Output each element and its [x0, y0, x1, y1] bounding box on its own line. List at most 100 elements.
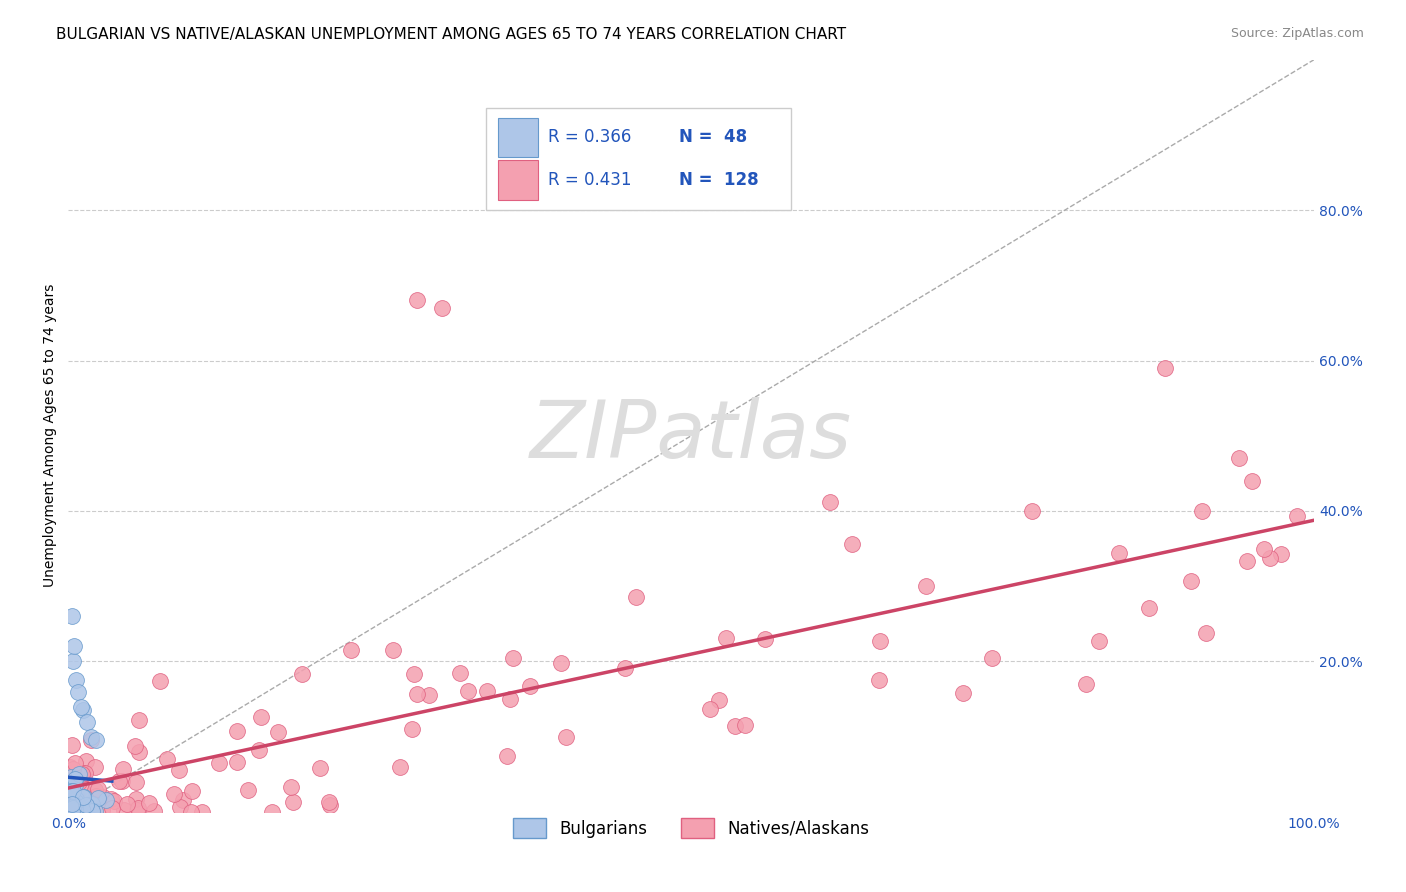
Point: [247, 743, 270, 757]
Point: [76, 714, 98, 729]
Point: [125, 803, 148, 817]
Point: [496, 749, 519, 764]
Point: [869, 634, 891, 648]
Point: [236, 783, 259, 797]
Point: [82, 797, 104, 811]
Point: [73, 798, 96, 813]
Point: [1180, 574, 1202, 588]
Point: [62, 655, 84, 669]
Point: [60, 786, 83, 800]
Point: [430, 301, 453, 315]
Point: [72, 703, 94, 717]
Point: [624, 590, 647, 604]
Point: [981, 650, 1004, 665]
Point: [406, 293, 429, 308]
Point: [59, 793, 82, 807]
Point: [449, 666, 471, 681]
Point: [84, 804, 107, 818]
Point: [707, 693, 730, 707]
Point: [66, 804, 89, 818]
Point: [72, 768, 94, 782]
Point: [550, 657, 572, 671]
Point: [818, 495, 841, 509]
Point: [226, 724, 249, 739]
Point: [103, 794, 125, 808]
Point: [1253, 541, 1275, 556]
Point: [128, 713, 150, 727]
Point: [62, 801, 84, 815]
Point: [167, 763, 190, 777]
Point: [58, 795, 80, 809]
Point: [1194, 626, 1216, 640]
Point: [172, 793, 194, 807]
Point: [191, 805, 214, 819]
Point: [714, 631, 737, 645]
Point: [401, 722, 423, 736]
Point: [125, 774, 148, 789]
Point: [70, 781, 93, 796]
Point: [60, 793, 83, 807]
Point: [117, 797, 139, 811]
Text: N =  128: N = 128: [679, 171, 758, 189]
Point: [63, 805, 86, 819]
Point: [72, 802, 94, 816]
Point: [70, 800, 93, 814]
Point: [75, 754, 97, 768]
Point: [1240, 474, 1263, 488]
Point: [1236, 554, 1258, 568]
FancyBboxPatch shape: [498, 118, 538, 157]
Point: [112, 803, 135, 817]
Point: [72, 765, 94, 780]
Point: [63, 797, 86, 812]
Point: [84, 760, 107, 774]
Point: [59, 770, 82, 784]
Point: [1108, 546, 1130, 560]
Point: [63, 756, 86, 770]
Point: [96, 793, 118, 807]
Point: [1286, 508, 1309, 523]
Point: [70, 802, 93, 816]
Point: [72, 789, 94, 804]
Text: R = 0.366: R = 0.366: [548, 128, 631, 146]
Point: [457, 684, 479, 698]
Point: [418, 688, 440, 702]
Point: [65, 788, 87, 802]
Point: [69, 699, 91, 714]
Point: [63, 798, 86, 813]
Point: [59, 783, 82, 797]
Text: ZIPatlas: ZIPatlas: [530, 397, 852, 475]
Point: [519, 680, 541, 694]
Point: [267, 725, 290, 739]
Point: [65, 799, 87, 814]
Point: [72, 801, 94, 815]
Point: [1191, 504, 1213, 518]
Point: [63, 772, 86, 786]
Point: [499, 691, 522, 706]
Point: [1137, 601, 1160, 615]
Point: [406, 687, 429, 701]
Point: [67, 767, 90, 781]
Point: [65, 673, 87, 688]
Point: [79, 733, 101, 747]
Point: [91, 790, 114, 805]
Point: [180, 805, 202, 819]
Point: [65, 795, 87, 809]
Text: N =  48: N = 48: [679, 128, 747, 146]
Point: [225, 755, 247, 769]
Point: [79, 730, 101, 744]
Text: R = 0.431: R = 0.431: [548, 171, 631, 189]
Point: [502, 651, 524, 665]
Point: [66, 797, 89, 811]
Point: [554, 730, 576, 744]
Point: [138, 797, 160, 811]
Point: [156, 752, 179, 766]
Point: [62, 798, 84, 813]
Point: [62, 800, 84, 814]
Point: [143, 804, 166, 818]
Point: [127, 801, 149, 815]
Point: [100, 801, 122, 815]
Point: [952, 685, 974, 699]
Point: [841, 536, 863, 550]
Point: [475, 684, 498, 698]
Point: [280, 780, 302, 794]
